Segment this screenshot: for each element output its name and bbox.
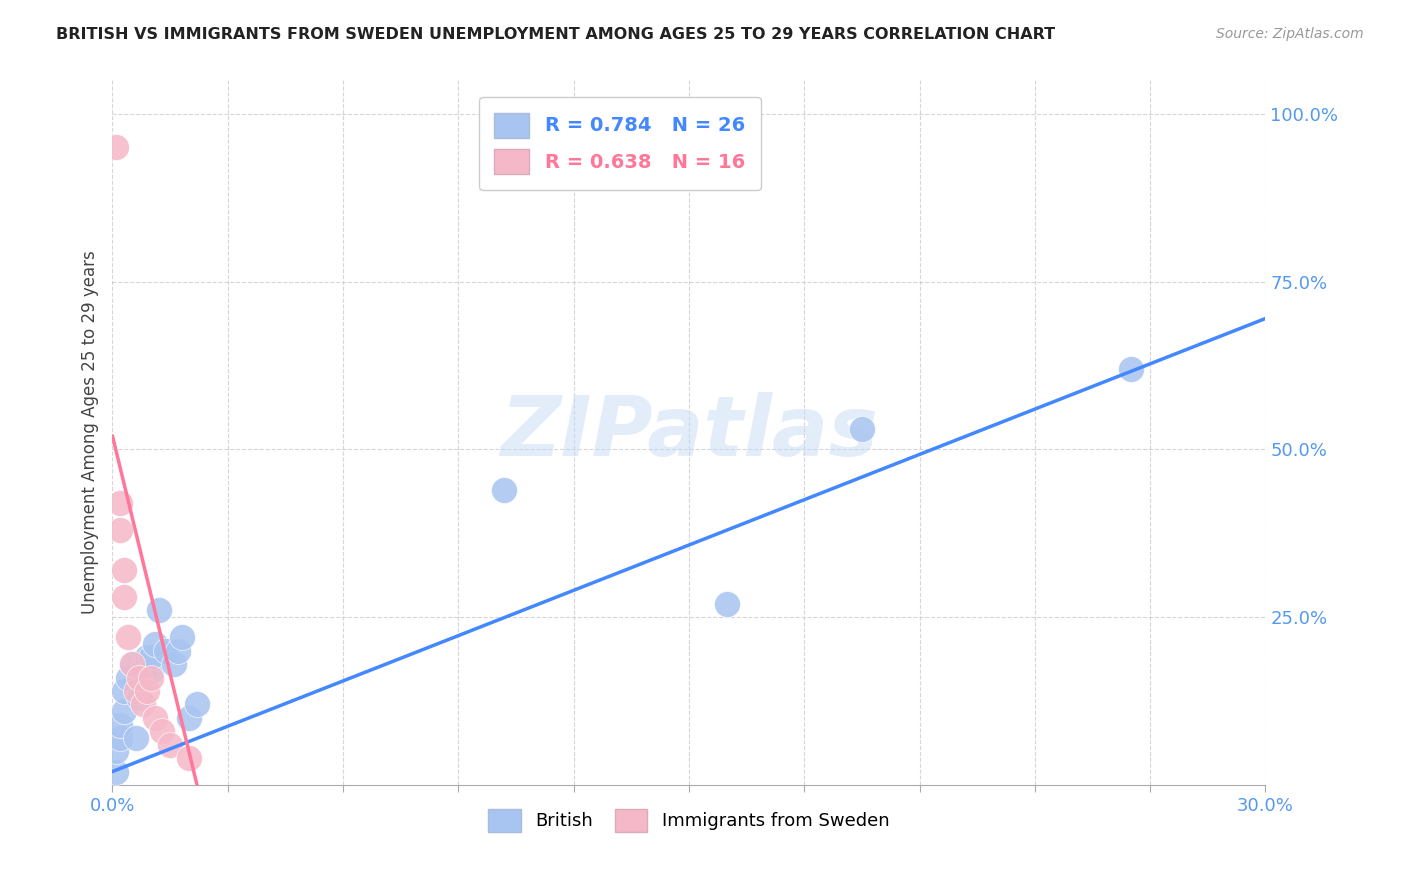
Point (139, 650, 162, 665)
Point (108, 731, 131, 745)
Point (108, 496, 131, 510)
Point (108, 717, 131, 731)
Point (112, 563, 135, 577)
Point (117, 671, 139, 685)
Point (105, 744, 128, 758)
Point (112, 684, 135, 698)
Point (139, 671, 162, 685)
Point (124, 731, 146, 745)
Point (170, 630, 193, 644)
Point (716, 597, 738, 611)
Point (148, 603, 170, 617)
Text: Source: ZipAtlas.com: Source: ZipAtlas.com (1216, 27, 1364, 41)
Point (166, 644, 188, 658)
Point (1119, 362, 1142, 376)
Point (121, 657, 143, 672)
Point (179, 711, 201, 725)
Point (494, 483, 516, 497)
Point (186, 698, 208, 712)
Point (132, 664, 155, 678)
Point (108, 523, 131, 537)
Text: BRITISH VS IMMIGRANTS FROM SWEDEN UNEMPLOYMENT AMONG AGES 25 TO 29 YEARS CORRELA: BRITISH VS IMMIGRANTS FROM SWEDEN UNEMPL… (56, 27, 1056, 42)
Point (139, 664, 162, 678)
Point (112, 704, 135, 718)
Point (128, 690, 150, 705)
Point (143, 637, 166, 651)
Point (163, 657, 186, 672)
Text: ZIPatlas: ZIPatlas (501, 392, 877, 473)
Point (105, 764, 128, 779)
Point (179, 751, 201, 765)
Point (128, 671, 150, 685)
Point (124, 684, 146, 698)
Point (121, 657, 143, 672)
Legend: British, Immigrants from Sweden: British, Immigrants from Sweden (481, 802, 897, 839)
Point (851, 422, 873, 436)
Point (152, 724, 174, 739)
Point (143, 711, 166, 725)
Point (112, 590, 135, 604)
Point (105, 140, 128, 154)
Point (132, 698, 155, 712)
Point (136, 684, 159, 698)
Point (155, 644, 177, 658)
Point (117, 630, 139, 644)
Point (136, 650, 159, 665)
Point (159, 738, 181, 752)
Y-axis label: Unemployment Among Ages 25 to 29 years: Unemployment Among Ages 25 to 29 years (80, 251, 98, 615)
